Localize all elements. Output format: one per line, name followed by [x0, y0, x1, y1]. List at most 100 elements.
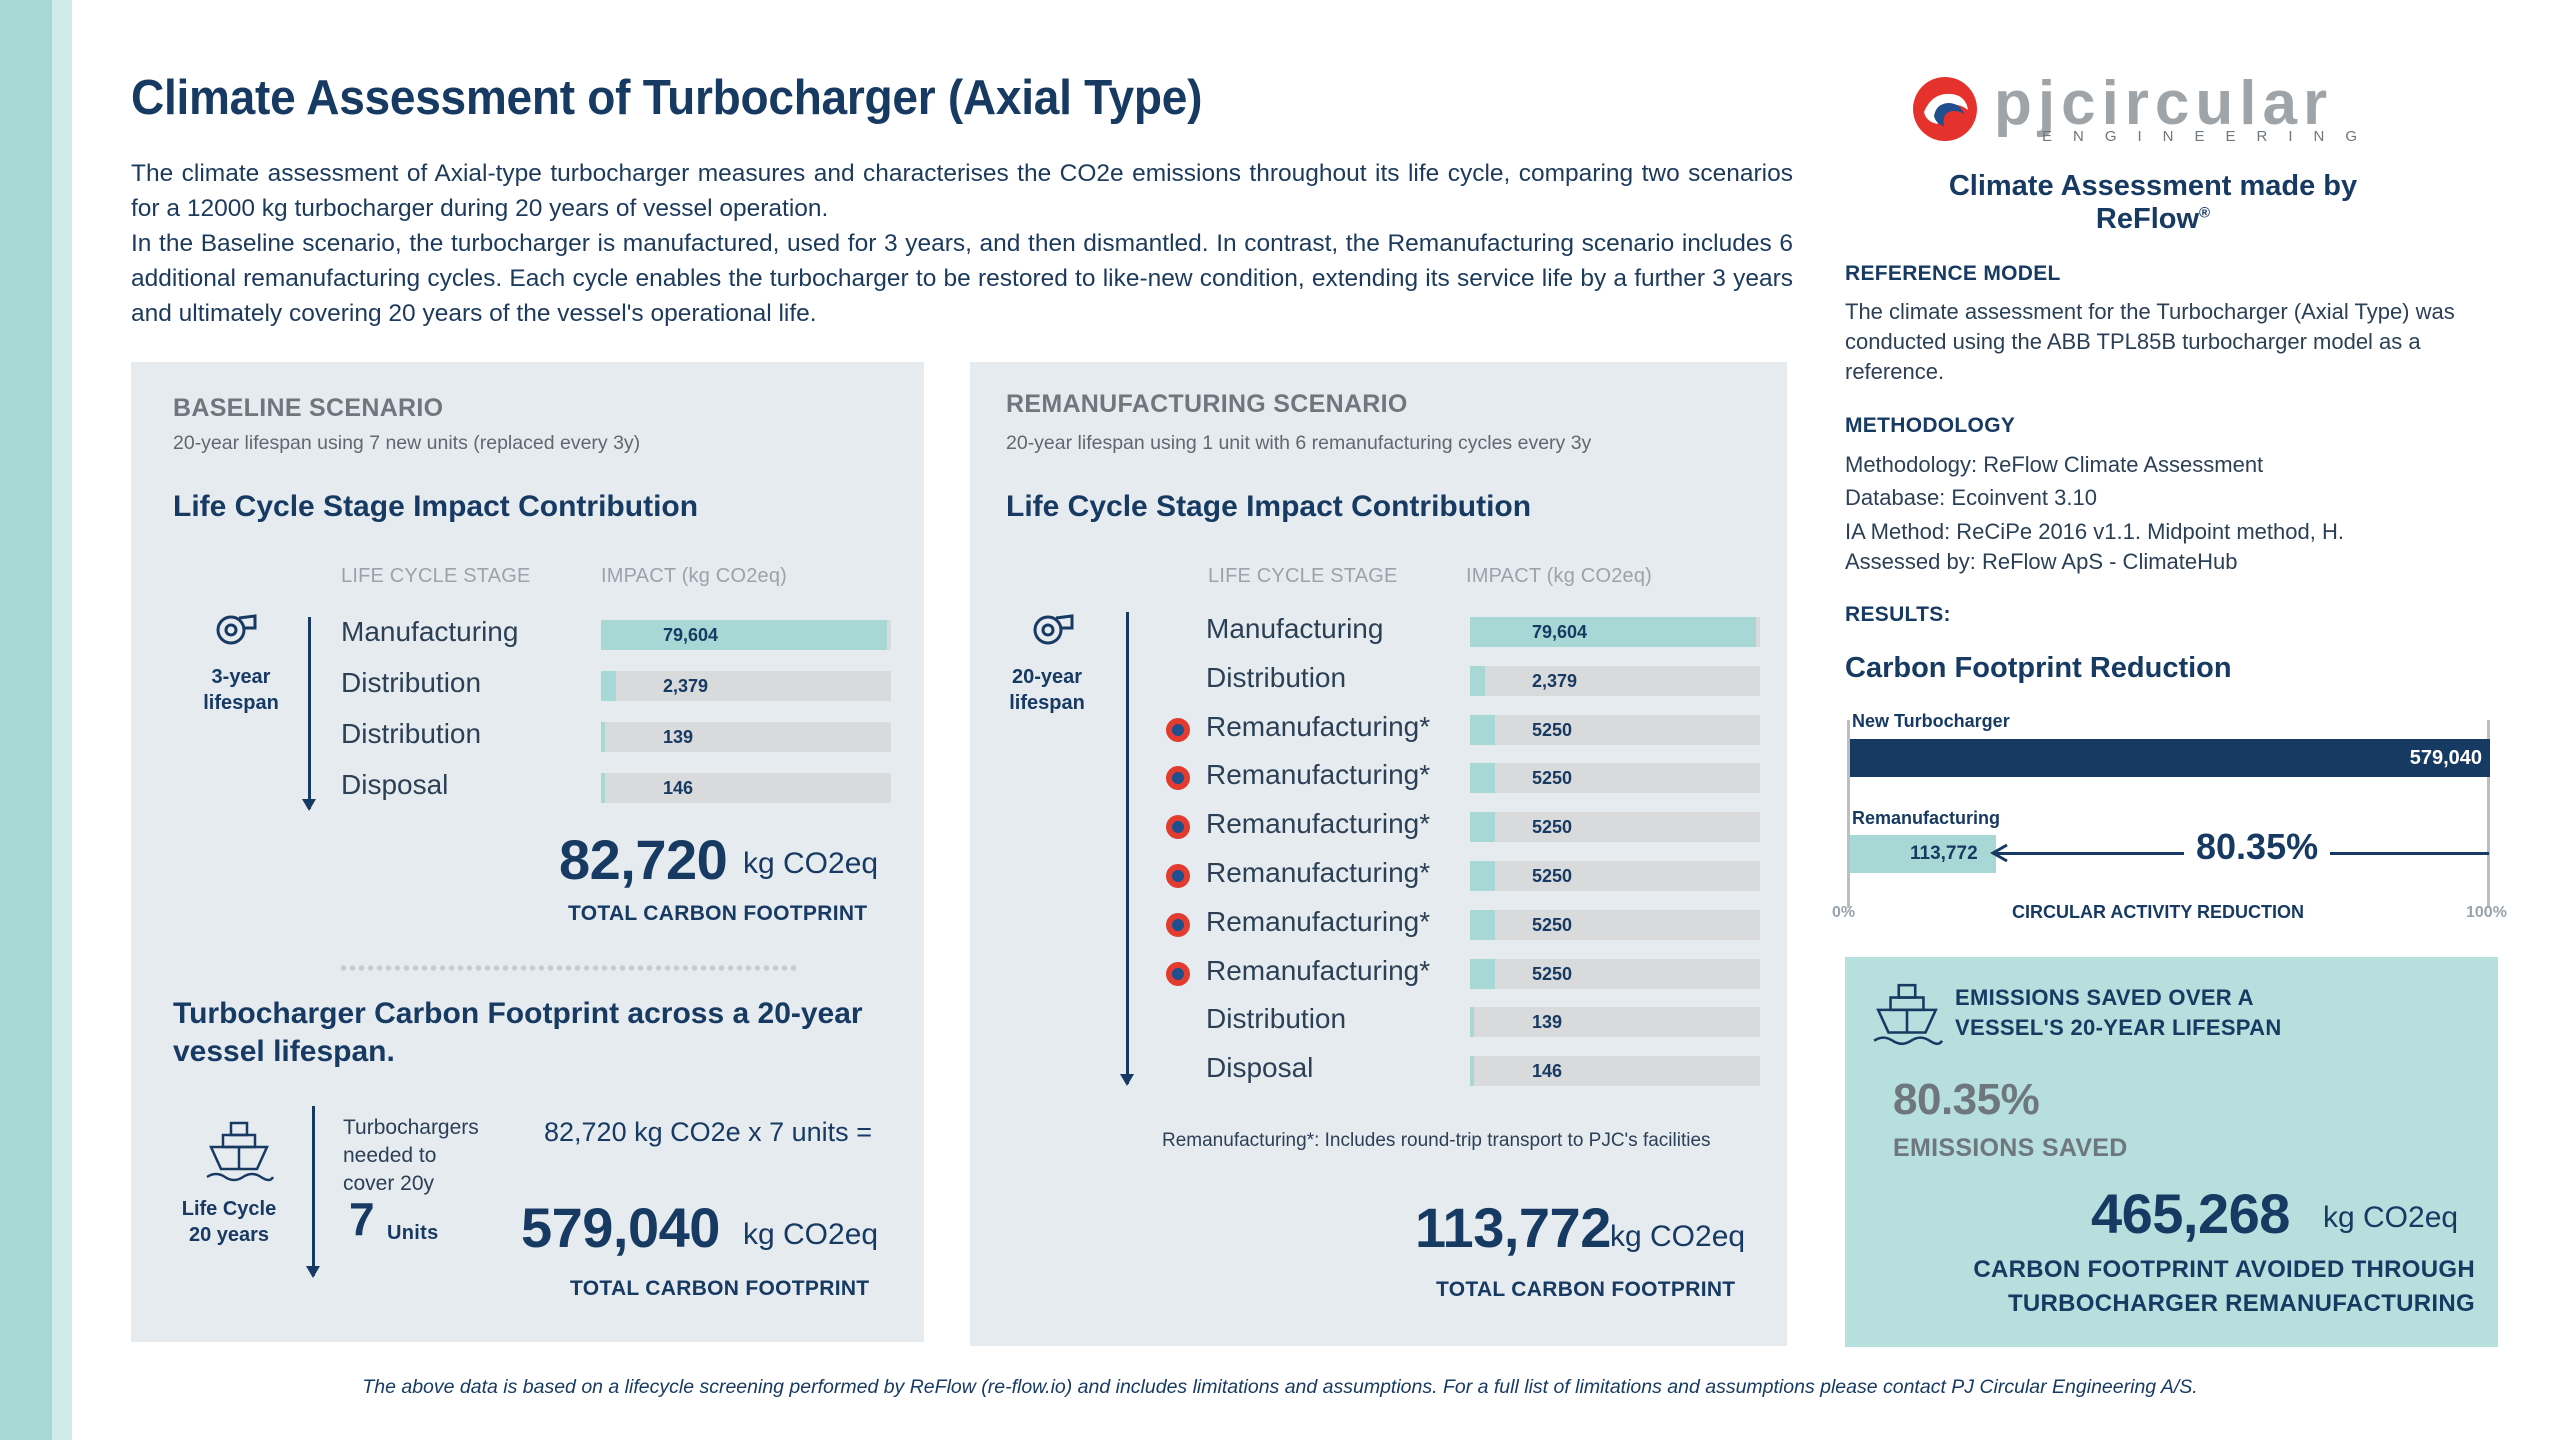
- baseline-timeline-arrow: [302, 617, 316, 811]
- intro-text: The climate assessment of Axial-type tur…: [131, 156, 1793, 331]
- fleet-section-title: Turbocharger Carbon Footprint across a 2…: [173, 997, 863, 1068]
- baseline-total-unit: kg CO2eq: [743, 847, 879, 880]
- reman-title: REMANUFACTURING SCENARIO: [1006, 390, 1408, 418]
- impact-value: 5250: [1532, 719, 1573, 740]
- database-line: Database: Ecoinvent 3.10: [1845, 485, 2097, 510]
- emissions-saved-box: EMISSIONS SAVED OVER A VESSEL'S 20-YEAR …: [1845, 957, 2498, 1347]
- impact-bar-fill: [601, 620, 887, 650]
- impact-bar-fill: [1470, 909, 1495, 940]
- impact-bar: 139: [1470, 1007, 1760, 1038]
- impact-bar: 79,604: [1470, 617, 1760, 647]
- registered-mark: ®: [2199, 204, 2211, 222]
- baseline-col-stage: LIFE CYCLE STAGE: [341, 565, 531, 587]
- impact-value: 139: [663, 727, 694, 747]
- axis-tick-max: 100%: [2466, 904, 2507, 921]
- impact-bar-fill: [601, 773, 605, 803]
- stage-label: Remanufacturing*: [1206, 905, 1431, 937]
- reman-timeline-arrow: [1120, 612, 1134, 1086]
- impact-bar-fill: [1470, 1007, 1474, 1038]
- reman-total-label: TOTAL CARBON FOOTPRINT: [1436, 1278, 1736, 1301]
- savings-percent: 80.35%: [1893, 1075, 2040, 1124]
- savings-percent-label: EMISSIONS SAVED: [1893, 1134, 2128, 1162]
- impact-bar: 2,379: [1470, 665, 1760, 696]
- impact-value: 79,604: [663, 625, 719, 645]
- stage-label: Manufacturing: [341, 616, 519, 647]
- impact-bar: 5250: [1470, 909, 1760, 940]
- impact-bar: 5250: [1470, 861, 1760, 891]
- methodology-line: Methodology: ReFlow Climate Assessment: [1845, 452, 2264, 477]
- logo-wordmark: pjcircular: [1994, 69, 2334, 138]
- intro-paragraph-1: The climate assessment of Axial-type tur…: [131, 160, 1793, 222]
- stage-label: Remanufacturing*: [1206, 759, 1431, 791]
- impact-bar-fill: [1470, 714, 1495, 745]
- impact-bar-fill: [1470, 665, 1485, 696]
- methodology-heading: METHODOLOGY: [1845, 414, 2016, 437]
- side-accent-bar: [0, 0, 72, 1440]
- carbon-reduction-title: Carbon Footprint Reduction: [1845, 652, 2232, 684]
- life-cycle-label: Life Cycle 20 years: [181, 1198, 277, 1246]
- fleet-total-value: 579,040: [521, 1196, 720, 1259]
- assessed-by-line: Assessed by: ReFlow ApS - ClimateHub: [1845, 549, 2238, 574]
- baseline-col-impact: IMPACT (kg CO2eq): [601, 565, 788, 587]
- stage-label: Disposal: [1206, 1052, 1314, 1084]
- reman-note: Remanufacturing*: Includes round-trip tr…: [1162, 1130, 1711, 1151]
- logo-subtitle: ENGINEERING: [2042, 128, 2379, 145]
- needed-text: Turbochargers needed to cover 20y: [343, 1116, 479, 1195]
- pjcircular-mini-icon: [1166, 864, 1190, 888]
- fleet-timeline-arrow: [306, 1106, 320, 1278]
- stage-label: Remanufacturing*: [1206, 808, 1431, 840]
- impact-value: 139: [1532, 1012, 1563, 1033]
- footer-disclaimer: The above data is based on a lifecycle s…: [362, 1376, 2198, 1398]
- stage-label: Manufacturing: [1206, 613, 1384, 644]
- impact-bar-fill: [601, 722, 605, 752]
- pjcircular-mini-icon: [1166, 717, 1190, 742]
- chart-axis-left: [1847, 720, 1850, 908]
- stage-label: Remanufacturing*: [1206, 954, 1431, 986]
- impact-value: 5250: [1532, 768, 1573, 789]
- impact-value: 146: [1532, 1061, 1563, 1082]
- savings-amount-unit: kg CO2eq: [2323, 1201, 2459, 1234]
- remanufacturing-value: 113,772: [1910, 843, 1978, 864]
- impact-bar: 5250: [1470, 812, 1760, 843]
- baseline-lifespan: 3-year lifespan: [203, 666, 279, 714]
- impact-bar: 2,379: [601, 671, 891, 701]
- impact-bar: 139: [601, 722, 891, 752]
- impact-bar-fill: [1470, 617, 1756, 647]
- baseline-panel: BASELINE SCENARIO 20-year lifespan using…: [131, 362, 924, 1342]
- pjcircular-mini-icon: [1166, 815, 1190, 840]
- pjcircular-logo-mark: [1913, 77, 1977, 141]
- stage-label: Remanufacturing*: [1206, 857, 1431, 888]
- savings-amount: 465,268: [2091, 1182, 2290, 1245]
- reflow-title-text: Climate Assessment made by ReFlow: [1948, 170, 2358, 235]
- stage-label: Distribution: [341, 718, 482, 749]
- impact-bar: 5250: [1470, 763, 1760, 794]
- ship-icon: [206, 1121, 275, 1182]
- impact-bar: 79,604: [601, 620, 891, 650]
- turbocharger-icon: [216, 614, 257, 645]
- reman-col-stage: LIFE CYCLE STAGE: [1208, 565, 1398, 587]
- fleet-total-unit: kg CO2eq: [743, 1218, 879, 1251]
- impact-bar: 5250: [1470, 714, 1760, 745]
- dotted-divider: [339, 965, 799, 971]
- units-word: Units: [387, 1222, 439, 1244]
- reman-col-impact: IMPACT (kg CO2eq): [1466, 565, 1653, 587]
- impact-bar-fill: [601, 671, 616, 701]
- impact-bar-fill: [1470, 1056, 1474, 1087]
- pjcircular-logo: pjcircular ENGINEERING: [1912, 69, 2392, 152]
- reference-heading: REFERENCE MODEL: [1845, 262, 2061, 285]
- reman-lifespan: 20-year lifespan: [1009, 666, 1085, 714]
- stage-label: Disposal: [341, 769, 449, 800]
- axis-tick-min: 0%: [1832, 904, 1856, 921]
- stage-label: Distribution: [1206, 661, 1347, 693]
- remanufacturing-label: Remanufacturing: [1852, 808, 2001, 828]
- savings-amount-label: CARBON FOOTPRINT AVOIDED THROUGH TURBOCH…: [1973, 1256, 2475, 1317]
- pjcircular-mini-icon: [1166, 766, 1190, 791]
- reman-total-unit: kg CO2eq: [1610, 1220, 1746, 1253]
- impact-bar-fill: [1470, 812, 1495, 843]
- new-turbocharger-value: 579,040: [2409, 747, 2482, 769]
- axis-label: CIRCULAR ACTIVITY REDUCTION: [2012, 902, 2304, 922]
- savings-header: EMISSIONS SAVED OVER A VESSEL'S 20-YEAR …: [1955, 985, 2282, 1040]
- impact-bar: 146: [601, 773, 891, 803]
- impact-value: 5250: [1532, 963, 1573, 984]
- stage-label: Distribution: [1206, 1003, 1347, 1035]
